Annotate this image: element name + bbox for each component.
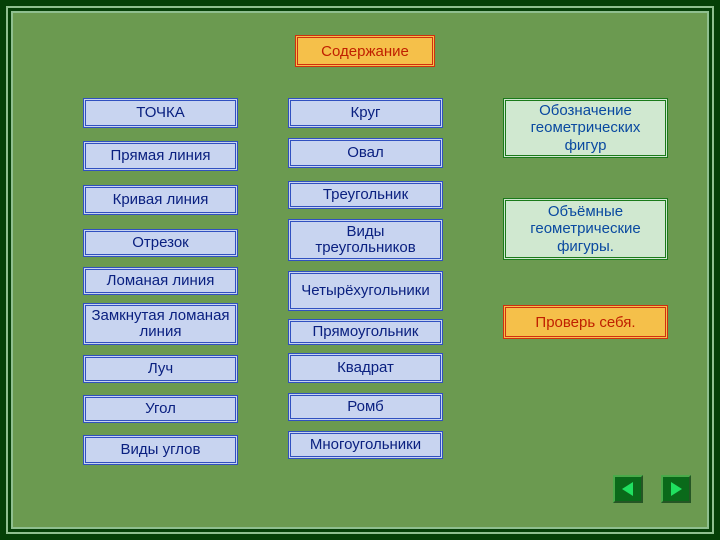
quiz-label: Проверь себя. xyxy=(535,314,635,331)
col1-item-label: Ломаная линия xyxy=(107,273,215,290)
outer-frame: Содержание ТОЧКА Прямая линия Кривая линия… xyxy=(0,0,720,540)
volumetric-label: Объёмные геометрические фигуры. xyxy=(512,203,659,255)
notation-button[interactable]: Обозначение геометрических фигур xyxy=(503,98,668,158)
col1-item-8[interactable]: Виды углов xyxy=(83,435,238,465)
col2-item-label: Круг xyxy=(351,105,381,122)
col2-item-4[interactable]: Четырёхугольники xyxy=(288,271,443,311)
quiz-button[interactable]: Проверь себя. xyxy=(503,305,668,339)
col2-item-label: Ромб xyxy=(347,399,383,416)
volumetric-button[interactable]: Объёмные геометрические фигуры. xyxy=(503,198,668,260)
col2-item-label: Прямоугольник xyxy=(312,324,418,341)
col1-item-label: Луч xyxy=(148,361,173,378)
triangle-right-icon xyxy=(668,481,684,497)
col2-item-label: Четырёхугольники xyxy=(301,283,430,300)
col1-item-6[interactable]: Луч xyxy=(83,355,238,383)
col2-item-8[interactable]: Многоугольники xyxy=(288,431,443,459)
notation-label: Обозначение геометрических фигур xyxy=(512,102,659,154)
col2-item-1[interactable]: Овал xyxy=(288,138,443,168)
col1-item-3[interactable]: Отрезок xyxy=(83,229,238,257)
col1-item-label: ТОЧКА xyxy=(136,105,185,122)
header-title-label: Содержание xyxy=(321,43,409,60)
col2-item-2[interactable]: Треугольник xyxy=(288,181,443,209)
col2-item-5[interactable]: Прямоугольник xyxy=(288,319,443,345)
header-title-button[interactable]: Содержание xyxy=(295,35,435,67)
nav-next-button[interactable] xyxy=(661,475,691,503)
content-area: Содержание ТОЧКА Прямая линия Кривая линия… xyxy=(13,13,707,527)
col2-item-label: Многоугольники xyxy=(310,437,421,454)
mid-frame: Содержание ТОЧКА Прямая линия Кривая линия… xyxy=(6,6,714,534)
col1-item-0[interactable]: ТОЧКА xyxy=(83,98,238,128)
col1-item-label: Замкнутая ломаная линия xyxy=(90,308,231,341)
col1-item-label: Угол xyxy=(145,401,176,418)
inner-frame: Содержание ТОЧКА Прямая линия Кривая линия… xyxy=(11,11,709,529)
col2-item-label: Квадрат xyxy=(337,360,394,377)
col2-item-7[interactable]: Ромб xyxy=(288,393,443,421)
col1-item-5[interactable]: Замкнутая ломаная линия xyxy=(83,303,238,345)
triangle-left-icon xyxy=(620,481,636,497)
nav-prev-button[interactable] xyxy=(613,475,643,503)
col2-item-6[interactable]: Квадрат xyxy=(288,353,443,383)
col2-item-0[interactable]: Круг xyxy=(288,98,443,128)
col1-item-7[interactable]: Угол xyxy=(83,395,238,423)
col1-item-1[interactable]: Прямая линия xyxy=(83,141,238,171)
col2-item-label: Треугольник xyxy=(323,187,408,204)
col2-item-label: Виды треугольников xyxy=(295,224,436,257)
col1-item-label: Прямая линия xyxy=(111,148,211,165)
col2-item-3[interactable]: Виды треугольников xyxy=(288,219,443,261)
col1-item-label: Кривая линия xyxy=(113,192,209,209)
col2-item-label: Овал xyxy=(347,145,384,162)
col1-item-label: Отрезок xyxy=(132,235,189,252)
col1-item-4[interactable]: Ломаная линия xyxy=(83,267,238,295)
col1-item-2[interactable]: Кривая линия xyxy=(83,185,238,215)
col1-item-label: Виды углов xyxy=(121,442,201,459)
